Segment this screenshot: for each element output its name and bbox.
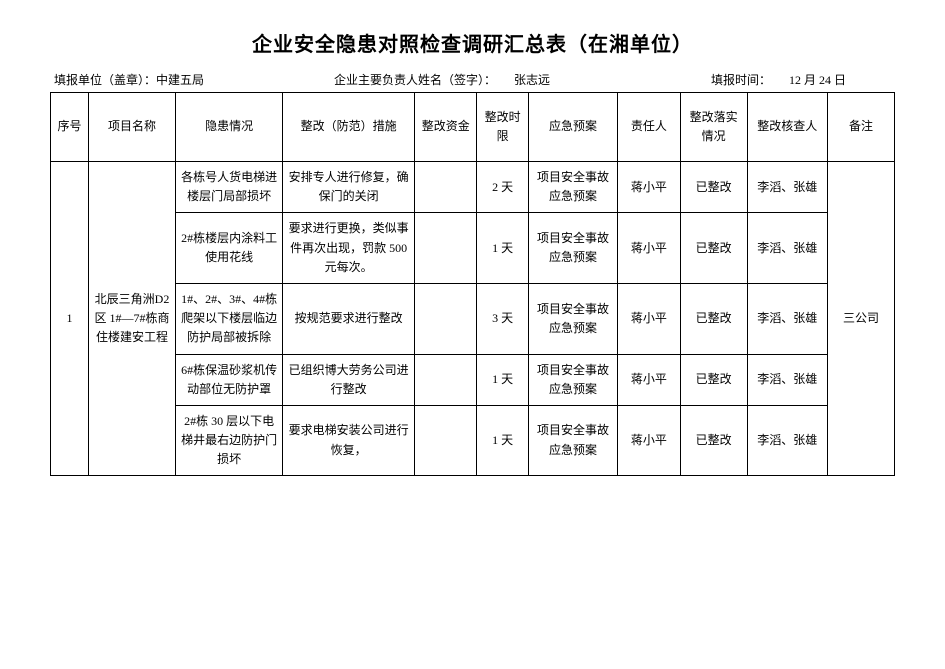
cell-checker: 李滔、张雄 — [747, 354, 827, 405]
cell-checker: 李滔、张雄 — [747, 213, 827, 284]
cell-hazard: 2#栋楼层内涂料工使用花线 — [176, 213, 283, 284]
cell-hazard: 2#栋 30 层以下电梯井最右边防护门损坏 — [176, 405, 283, 476]
cell-measure: 已组织博大劳务公司进行整改 — [283, 354, 415, 405]
meta-unit: 填报单位（盖章）：中建五局 — [54, 71, 334, 88]
th-deadline: 整改时限 — [477, 93, 528, 162]
cell-plan: 项目安全事故应急预案 — [528, 213, 617, 284]
cell-deadline: 2 天 — [477, 162, 528, 213]
summary-table: 序号 项目名称 隐患情况 整改（防范）措施 整改资金 整改时限 应急预案 责任人… — [50, 92, 895, 476]
leader-value: 张志远 — [514, 73, 550, 87]
page: 企业安全隐患对照检查调研汇总表（在湘单位） 填报单位（盖章）：中建五局 企业主要… — [0, 0, 945, 669]
cell-resp: 蒋小平 — [618, 405, 681, 476]
cell-checker: 李滔、张雄 — [747, 283, 827, 354]
meta-date: 填报时间： 12 月 24 日 — [711, 71, 891, 88]
cell-plan: 项目安全事故应急预案 — [528, 405, 617, 476]
th-responsible: 责任人 — [618, 93, 681, 162]
cell-measure: 要求进行更换，类似事件再次出现，罚款 500 元每次。 — [283, 213, 415, 284]
date-value: 12 月 24 日 — [789, 73, 846, 87]
table-header-row: 序号 项目名称 隐患情况 整改（防范）措施 整改资金 整改时限 应急预案 责任人… — [51, 93, 895, 162]
cell-deadline: 1 天 — [477, 354, 528, 405]
table-row: 1 北辰三角洲D2 区 1#—7#栋商住楼建安工程 各栋号人货电梯进楼层门局部损… — [51, 162, 895, 213]
table-row: 2#栋楼层内涂料工使用花线 要求进行更换，类似事件再次出现，罚款 500 元每次… — [51, 213, 895, 284]
th-plan: 应急预案 — [528, 93, 617, 162]
meta-row: 填报单位（盖章）：中建五局 企业主要负责人姓名（签字）： 张志远 填报时间： 12 … — [50, 71, 895, 88]
cell-hazard: 1#、2#、3#、4#栋爬架以下楼层临边防护局部被拆除 — [176, 283, 283, 354]
cell-impl: 已整改 — [680, 354, 747, 405]
cell-hazard: 各栋号人货电梯进楼层门局部损坏 — [176, 162, 283, 213]
th-note: 备注 — [827, 93, 894, 162]
leader-label: 企业主要负责人姓名（签字）： — [334, 73, 496, 87]
cell-checker: 李滔、张雄 — [747, 162, 827, 213]
cell-plan: 项目安全事故应急预案 — [528, 354, 617, 405]
cell-deadline: 1 天 — [477, 405, 528, 476]
cell-project: 北辰三角洲D2 区 1#—7#栋商住楼建安工程 — [88, 162, 175, 476]
page-title: 企业安全隐患对照检查调研汇总表（在湘单位） — [50, 28, 895, 57]
table-row: 6#栋保温砂浆机传动部位无防护罩 已组织博大劳务公司进行整改 1 天 项目安全事… — [51, 354, 895, 405]
date-label: 填报时间： — [711, 73, 771, 87]
cell-resp: 蒋小平 — [618, 162, 681, 213]
cell-measure: 安排专人进行修复，确保门的关闭 — [283, 162, 415, 213]
th-hazard: 隐患情况 — [176, 93, 283, 162]
cell-hazard: 6#栋保温砂浆机传动部位无防护罩 — [176, 354, 283, 405]
th-checker: 整改核查人 — [747, 93, 827, 162]
cell-impl: 已整改 — [680, 405, 747, 476]
cell-fund — [414, 162, 477, 213]
cell-seq: 1 — [51, 162, 89, 476]
cell-measure: 按规范要求进行整改 — [283, 283, 415, 354]
th-impl: 整改落实情况 — [680, 93, 747, 162]
th-project: 项目名称 — [88, 93, 175, 162]
cell-fund — [414, 283, 477, 354]
meta-leader: 企业主要负责人姓名（签字）： 张志远 — [334, 71, 711, 88]
cell-note: 三公司 — [827, 162, 894, 476]
th-fund: 整改资金 — [414, 93, 477, 162]
cell-resp: 蒋小平 — [618, 354, 681, 405]
cell-plan: 项目安全事故应急预案 — [528, 283, 617, 354]
unit-value: 中建五局 — [156, 73, 204, 87]
cell-impl: 已整改 — [680, 283, 747, 354]
cell-fund — [414, 213, 477, 284]
unit-label: 填报单位（盖章）： — [54, 73, 156, 87]
cell-measure: 要求电梯安装公司进行恢复， — [283, 405, 415, 476]
cell-impl: 已整改 — [680, 213, 747, 284]
cell-impl: 已整改 — [680, 162, 747, 213]
cell-fund — [414, 354, 477, 405]
th-measure: 整改（防范）措施 — [283, 93, 415, 162]
cell-resp: 蒋小平 — [618, 283, 681, 354]
cell-fund — [414, 405, 477, 476]
cell-deadline: 1 天 — [477, 213, 528, 284]
th-seq: 序号 — [51, 93, 89, 162]
cell-resp: 蒋小平 — [618, 213, 681, 284]
table-row: 2#栋 30 层以下电梯井最右边防护门损坏 要求电梯安装公司进行恢复， 1 天 … — [51, 405, 895, 476]
cell-deadline: 3 天 — [477, 283, 528, 354]
table-row: 1#、2#、3#、4#栋爬架以下楼层临边防护局部被拆除 按规范要求进行整改 3 … — [51, 283, 895, 354]
cell-checker: 李滔、张雄 — [747, 405, 827, 476]
cell-plan: 项目安全事故应急预案 — [528, 162, 617, 213]
